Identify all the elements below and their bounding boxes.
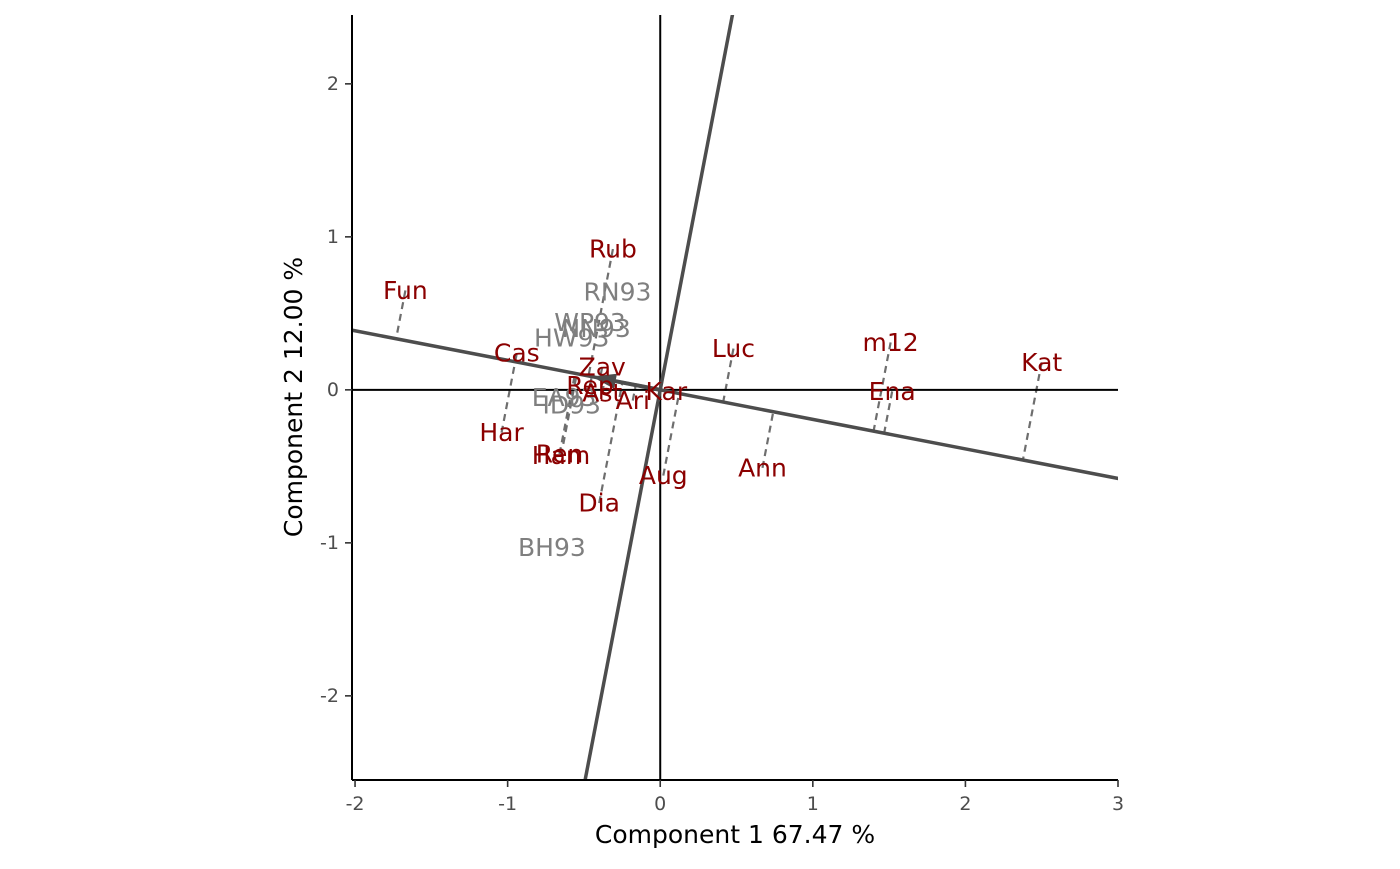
x-tick-label: 2 — [959, 793, 971, 815]
genotype-label: Fun — [383, 276, 428, 305]
genotype-label: Aug — [639, 461, 688, 490]
x-tick-label: -1 — [498, 793, 517, 815]
genotype-label: Luc — [712, 334, 755, 363]
projection-line — [1023, 362, 1042, 460]
zero-lines — [352, 15, 1118, 780]
average-environment-ordinate — [578, 0, 740, 819]
genotype-label: Dia — [578, 489, 620, 518]
genotype-label: Ena — [869, 377, 916, 406]
y-tick-label: 1 — [327, 226, 339, 248]
y-tick-label: -2 — [320, 685, 339, 707]
y-axis-ticks: -2 -1 0 1 2 — [320, 73, 352, 707]
x-axis-ticks: -2 -1 0 1 2 3 — [346, 780, 1124, 815]
genotype-label: Kat — [1021, 348, 1062, 377]
average-environment-axes — [199, 0, 1270, 819]
genotype-label: Cas — [494, 339, 540, 368]
projection-lines — [396, 249, 1042, 503]
genotype-label: Ham — [532, 441, 590, 470]
genotype-labels: FunRubCasHarZavRepAstAriKarRenHamDiaAugL… — [383, 235, 1062, 518]
y-tick-label: -1 — [320, 532, 339, 554]
x-tick-label: 1 — [807, 793, 819, 815]
genotype-label: Rub — [589, 235, 637, 264]
y-axis-title: Component 2 12.00 % — [279, 257, 308, 537]
x-tick-label: 3 — [1112, 793, 1124, 815]
axes: -2 -1 0 1 2 3 -2 -1 0 1 2 Component 1 67.47 % Com… — [279, 15, 1124, 849]
average-environment-axis — [199, 301, 1270, 508]
environment-label: BH93 — [518, 533, 586, 562]
environment-label: HW93 — [534, 323, 609, 352]
genotype-label: m12 — [863, 328, 919, 357]
genotype-label: Kar — [646, 377, 688, 406]
x-tick-label: -2 — [346, 793, 365, 815]
y-tick-label: 0 — [327, 379, 339, 401]
x-tick-label: 0 — [654, 793, 666, 815]
y-tick-label: 2 — [327, 73, 339, 95]
environment-label: RN93 — [584, 277, 652, 306]
genotype-label: Ann — [738, 453, 787, 482]
genotype-label: Har — [479, 418, 524, 447]
x-axis-title: Component 1 67.47 % — [595, 820, 875, 849]
